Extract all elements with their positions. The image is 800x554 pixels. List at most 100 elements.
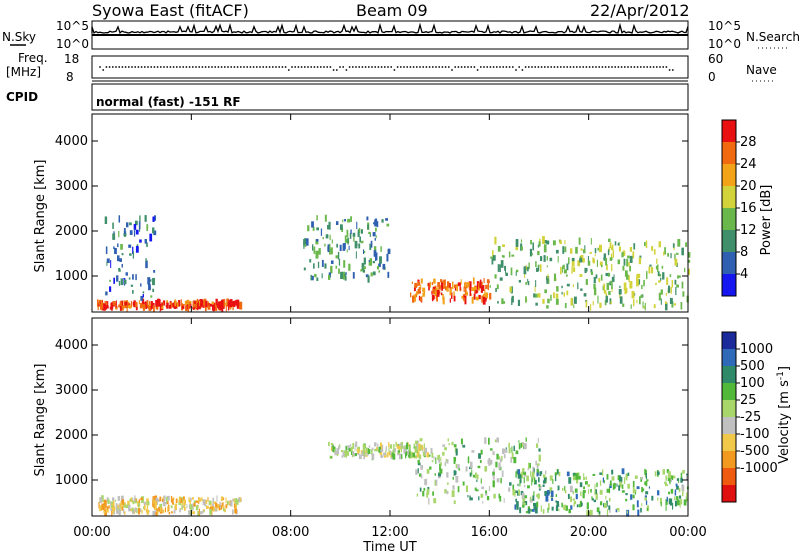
- heatmap-cell: [338, 258, 341, 266]
- heatmap-cell: [202, 510, 204, 514]
- heatmap-cell: [309, 259, 312, 263]
- heatmap-cell: [585, 476, 587, 480]
- heatmap-cell: [120, 495, 124, 503]
- heatmap-cell: [178, 496, 181, 503]
- heatmap-cell: [138, 221, 141, 230]
- heatmap-cell: [153, 507, 157, 510]
- heatmap-cell: [657, 264, 659, 273]
- heatmap-cell: [110, 260, 112, 268]
- heatmap-cell: [605, 495, 607, 500]
- heatmap-cell: [491, 258, 494, 265]
- nsky-tick-bottom: 10^0: [56, 37, 89, 51]
- heatmap-cell: [417, 443, 421, 449]
- heatmap-cell: [101, 301, 104, 309]
- heatmap-cell: [343, 260, 346, 268]
- heatmap-cell: [193, 300, 195, 304]
- heatmap-cell: [223, 299, 226, 307]
- heatmap-cell: [119, 269, 121, 272]
- heatmap-cell: [157, 298, 160, 306]
- y-tick-label: 1000: [55, 473, 88, 488]
- heatmap-cell: [575, 493, 578, 500]
- heatmap-cell: [189, 499, 192, 504]
- heatmap-cell: [648, 266, 651, 274]
- heatmap-cell: [596, 482, 598, 488]
- heatmap-cell: [579, 256, 581, 259]
- heatmap-cell: [542, 484, 545, 487]
- heatmap-cell: [344, 275, 347, 281]
- heatmap-cell: [455, 475, 459, 483]
- freq-point: [563, 66, 565, 68]
- heatmap-cell: [105, 305, 109, 309]
- freq-point: [527, 66, 530, 68]
- heatmap-cell: [484, 289, 486, 297]
- heatmap-cell: [543, 480, 546, 484]
- freq-point: [291, 66, 293, 68]
- heatmap-cell: [444, 462, 447, 467]
- heatmap-cell: [609, 257, 612, 261]
- heatmap-cell: [683, 499, 687, 506]
- heatmap-cell: [356, 243, 358, 247]
- heatmap-cell: [156, 499, 160, 502]
- heatmap-cell: [215, 502, 218, 508]
- colorbar-tick-label: -500: [740, 444, 770, 459]
- y-tick-label: 4000: [55, 134, 88, 149]
- heatmap-cell: [640, 508, 642, 513]
- nsky-line: [91, 22, 689, 35]
- heatmap-cell: [605, 295, 608, 303]
- heatmap-cell: [443, 279, 446, 286]
- heatmap-cell: [590, 271, 594, 276]
- freq-point: [233, 66, 236, 68]
- heatmap-cell: [561, 502, 563, 508]
- freq-point: [630, 66, 633, 68]
- heatmap-cell: [129, 230, 133, 235]
- heatmap-cell: [133, 301, 137, 308]
- heatmap-cell: [625, 498, 628, 502]
- heatmap-cell: [637, 509, 640, 516]
- heatmap-cell: [124, 302, 128, 306]
- heatmap-cell: [548, 279, 550, 284]
- heatmap-cell: [147, 277, 151, 285]
- heatmap-cell: [660, 289, 663, 295]
- heatmap-cell: [202, 499, 206, 506]
- heatmap-cell: [685, 496, 687, 502]
- freq-trace: [99, 66, 674, 71]
- heatmap-cell: [499, 264, 501, 273]
- heatmap-cell: [570, 248, 573, 254]
- heatmap-cell: [682, 469, 685, 474]
- heatmap-cell: [590, 304, 592, 311]
- heatmap-cell: [518, 469, 521, 476]
- heatmap-cell: [202, 509, 205, 513]
- heatmap-cell: [220, 300, 223, 306]
- heatmap-cell: [670, 488, 674, 494]
- heatmap-cell: [686, 498, 688, 502]
- heatmap-cell: [488, 486, 491, 492]
- heatmap-cell: [400, 446, 403, 453]
- heatmap-cell: [563, 292, 566, 297]
- heatmap-cell: [563, 269, 567, 274]
- heatmap-cell: [665, 504, 667, 511]
- heatmap-cell: [227, 302, 230, 307]
- heatmap-cell: [656, 258, 658, 264]
- heatmap-cell: [670, 253, 672, 259]
- heatmap-cell: [420, 444, 423, 449]
- heatmap-cell: [517, 473, 521, 479]
- heatmap-cell: [493, 493, 496, 499]
- heatmap-cell: [331, 239, 333, 244]
- heatmap-cell: [380, 442, 382, 450]
- y-tick-label: 3000: [55, 179, 88, 194]
- heatmap-cell: [327, 274, 331, 280]
- freq-point: [479, 66, 482, 68]
- colorbar-segment: [722, 230, 736, 252]
- heatmap-cell: [105, 291, 108, 296]
- heatmap-cell: [573, 502, 575, 507]
- heatmap-cell: [427, 283, 429, 287]
- freq-point: [425, 66, 428, 68]
- heatmap-cell: [312, 226, 315, 231]
- heatmap-cell: [563, 504, 567, 511]
- freq-point: [447, 66, 450, 68]
- heatmap-cell: [537, 463, 540, 466]
- freq-point: [463, 66, 466, 68]
- heatmap-cell: [571, 490, 574, 493]
- heatmap-cell: [593, 276, 596, 284]
- heatmap-cell: [605, 257, 608, 266]
